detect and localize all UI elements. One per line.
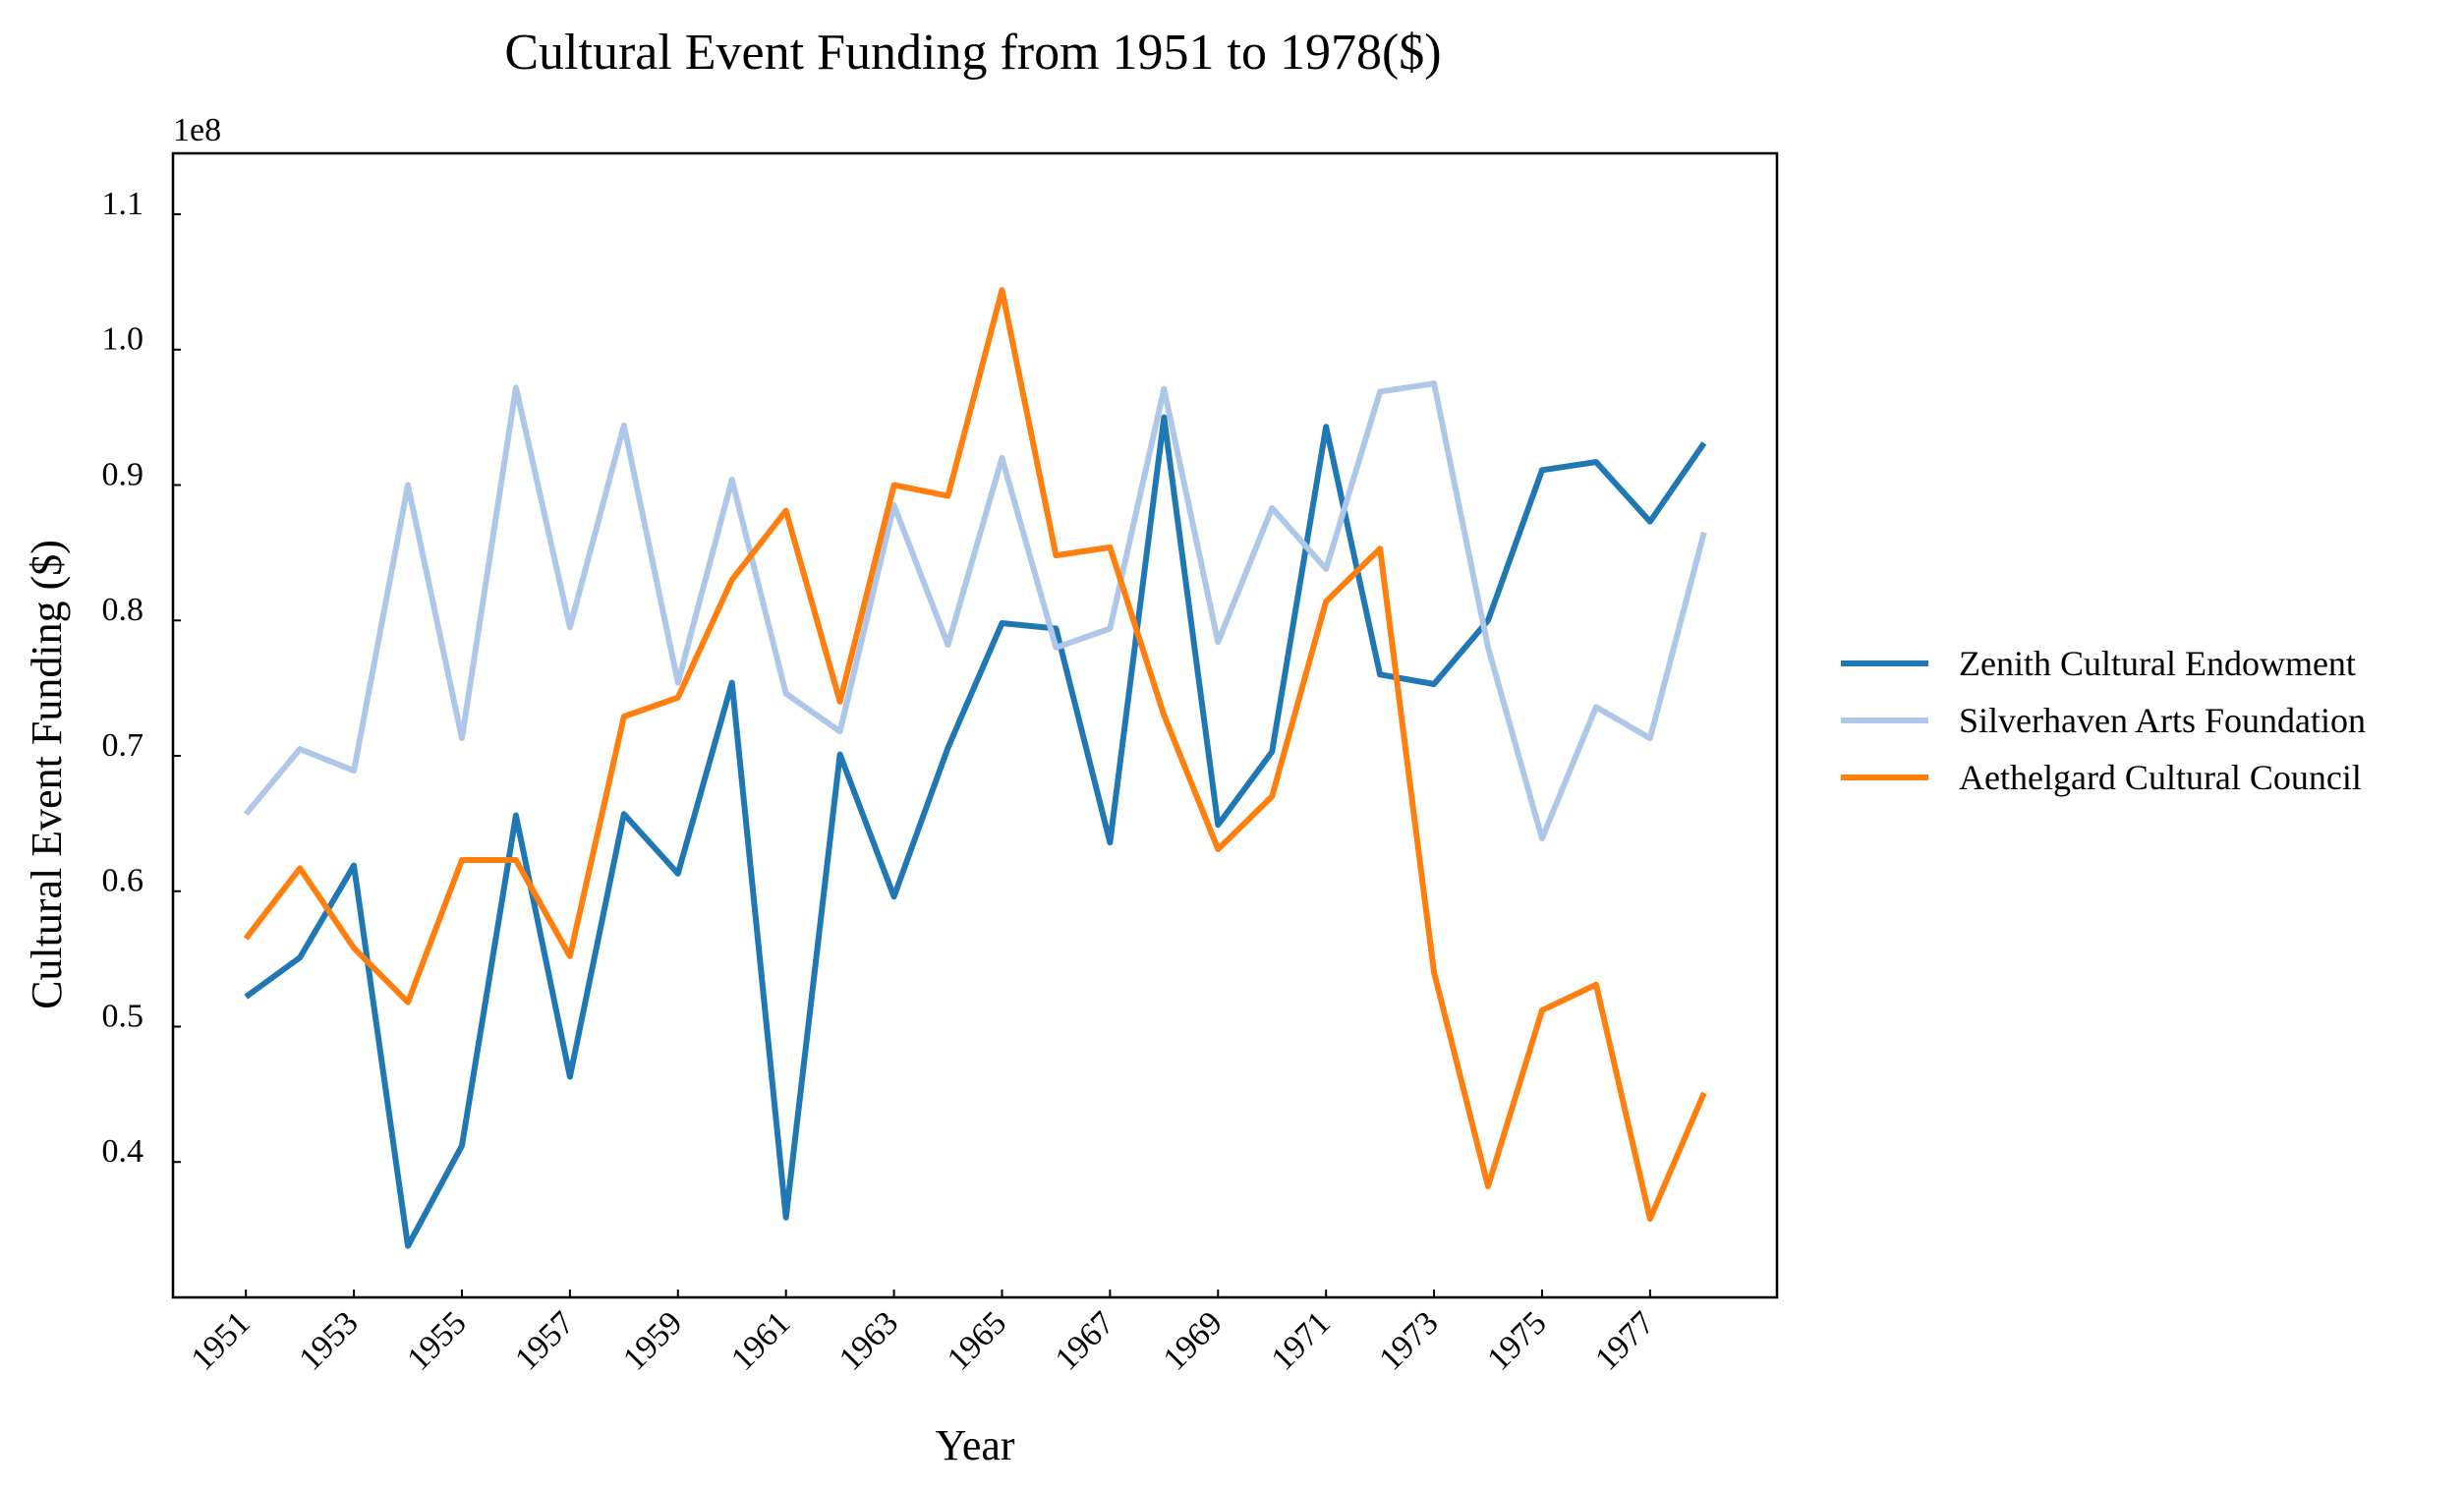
series-line-3 bbox=[243, 287, 1707, 1223]
x-tick-label: 1971 bbox=[1265, 1304, 1338, 1377]
y-axis-ticks: 0.4 0.5 0.6 0.7 0.8 0.9 1.0 1.1 bbox=[102, 186, 181, 1170]
x-tick-label: 1961 bbox=[724, 1304, 797, 1377]
y-tick-label: 0.9 bbox=[102, 456, 144, 492]
x-axis-ticks: 1951 1953 1955 1957 1959 1961 1963 1965 1967 1969… bbox=[185, 1290, 1662, 1378]
legend-label: Silverhaven Arts Foundation bbox=[1959, 701, 2366, 740]
y-axis-label: Cultural Event Funding ($) bbox=[23, 540, 71, 1009]
plot-area-frame bbox=[171, 151, 1779, 1299]
x-tick-label: 1975 bbox=[1480, 1304, 1553, 1377]
legend-label: Zenith Cultural Endowment bbox=[1959, 644, 2356, 683]
x-tick-label: 1951 bbox=[185, 1304, 258, 1377]
x-tick-label: 1977 bbox=[1588, 1304, 1661, 1377]
x-tick-label: 1959 bbox=[616, 1304, 689, 1377]
series-lines bbox=[243, 287, 1707, 1249]
x-tick-label: 1967 bbox=[1049, 1304, 1121, 1377]
x-tick-label: 1963 bbox=[832, 1304, 905, 1377]
series-line-2 bbox=[243, 380, 1707, 842]
x-tick-label: 1973 bbox=[1372, 1304, 1445, 1377]
y-tick-label: 0.7 bbox=[102, 727, 144, 764]
x-tick-label: 1969 bbox=[1157, 1304, 1230, 1377]
legend: Zenith Cultural Endowment Silverhaven Art… bbox=[1841, 644, 2366, 797]
y-tick-label: 0.5 bbox=[102, 998, 144, 1034]
y-tick-label: 0.6 bbox=[102, 863, 144, 899]
y-tick-label: 0.4 bbox=[102, 1133, 144, 1170]
y-tick-label: 0.8 bbox=[102, 592, 144, 628]
x-tick-label: 1953 bbox=[292, 1304, 365, 1377]
y-tick-label: 1.0 bbox=[102, 321, 144, 358]
y-tick-label: 1.1 bbox=[102, 186, 144, 222]
x-tick-label: 1955 bbox=[400, 1304, 473, 1377]
x-tick-label: 1965 bbox=[941, 1304, 1013, 1377]
series-line-1 bbox=[244, 414, 1707, 1249]
chart-title: Cultural Event Funding from 1951 to 1978… bbox=[504, 25, 1441, 81]
y-offset-label: 1e8 bbox=[173, 112, 221, 148]
x-tick-label: 1957 bbox=[508, 1304, 581, 1377]
x-axis-label: Year bbox=[935, 1421, 1014, 1469]
legend-label: Aethelgard Cultural Council bbox=[1959, 758, 2362, 797]
